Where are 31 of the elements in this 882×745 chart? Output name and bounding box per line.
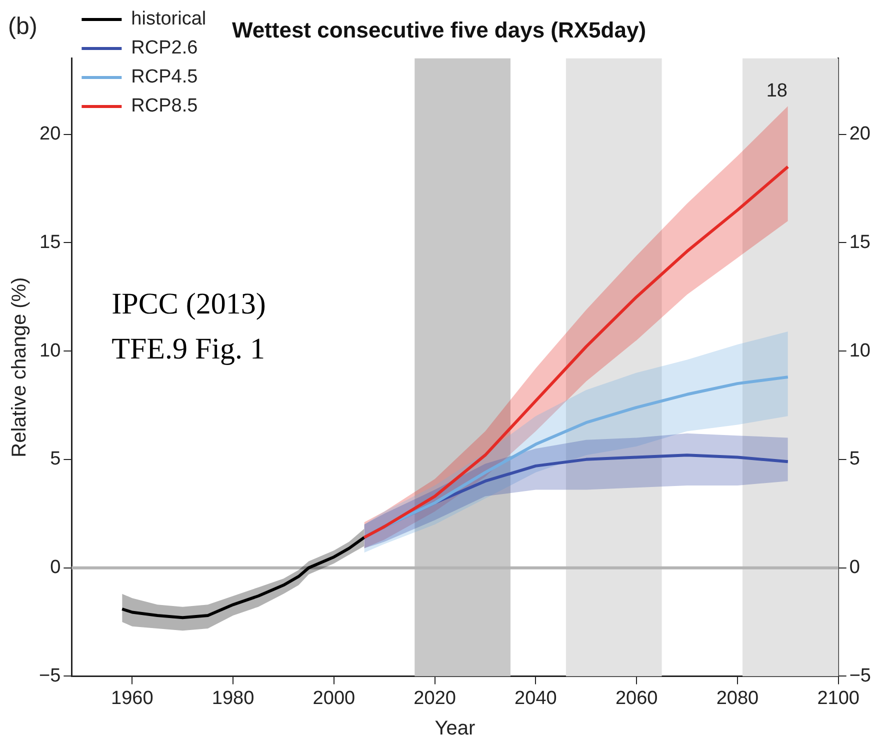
- legend-label: historical: [131, 8, 206, 30]
- y-axis-title: Relative change (%): [8, 277, 31, 458]
- y2-tick-label: 10: [849, 340, 870, 362]
- y2-tick-label: 20: [849, 124, 870, 145]
- chart-title: Wettest consecutive five days (RX5day): [232, 17, 646, 42]
- y2-tick-label: −5: [849, 665, 872, 686]
- legend-label: RCP2.6: [131, 38, 198, 59]
- y-tick-label: 10: [40, 340, 61, 362]
- y-tick-label: 20: [40, 124, 61, 145]
- x-tick-label: 2000: [312, 688, 356, 709]
- x-tick-label: 2060: [615, 688, 658, 709]
- y2-tick-label: 15: [849, 232, 870, 253]
- x-tick-label: 2100: [817, 688, 860, 709]
- x-axis-title: Year: [434, 718, 476, 740]
- legend-label: RCP4.5: [131, 66, 198, 88]
- legend-label: RCP8.5: [131, 96, 198, 117]
- annotation: TFE.9 Fig. 1: [112, 332, 266, 366]
- y2-tick-label: 5: [849, 448, 860, 470]
- y-tick-label: 5: [50, 448, 61, 470]
- x-tick-label: 2040: [514, 688, 557, 709]
- annotation: IPCC (2013): [112, 287, 266, 320]
- x-tick-label: 2020: [414, 688, 456, 709]
- x-tick-label: 1980: [212, 688, 254, 709]
- text: (b): [8, 13, 38, 40]
- y-tick-label: −5: [38, 665, 61, 686]
- y-tick-label: 15: [40, 232, 61, 253]
- y-tick-label: 0: [50, 557, 61, 578]
- x-tick-label: 1960: [111, 688, 154, 709]
- x-tick-label: 2080: [716, 688, 759, 709]
- annotation: 18: [766, 80, 788, 102]
- y2-tick-label: 0: [849, 557, 860, 578]
